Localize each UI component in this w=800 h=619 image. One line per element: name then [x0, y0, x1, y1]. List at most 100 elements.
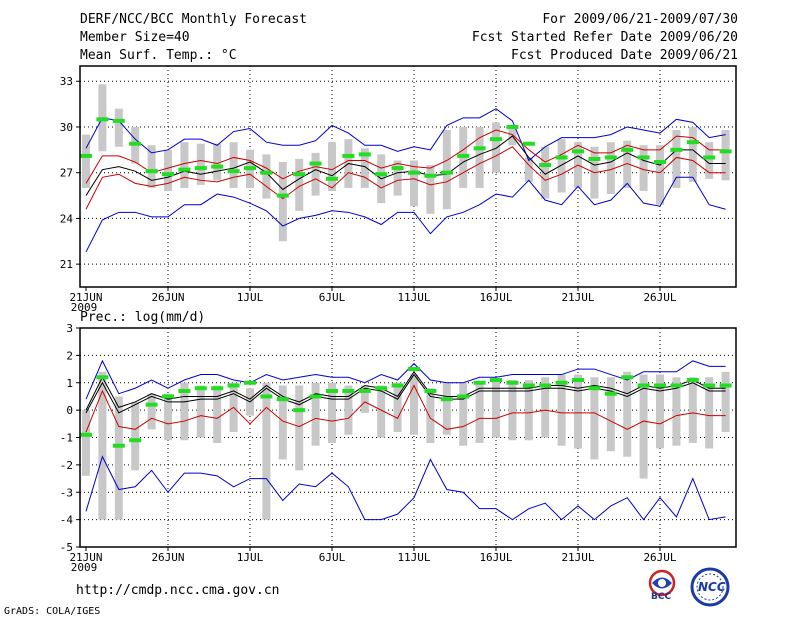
median-bar — [506, 124, 519, 129]
ensemble-box — [672, 377, 681, 446]
median-bar — [244, 166, 256, 171]
ensemble-box — [393, 160, 402, 196]
bcc-logo-text: BCC — [651, 592, 672, 602]
ensemble-box — [262, 382, 271, 520]
ensemble-box — [180, 142, 189, 188]
ensemble-box — [475, 382, 484, 443]
ensemble-box — [524, 157, 533, 182]
median-bar — [276, 397, 289, 402]
median-bar — [555, 155, 568, 160]
median-bar — [703, 383, 716, 388]
ensemble-box — [229, 142, 238, 188]
plot-frame — [79, 327, 737, 548]
ensemble-box — [328, 382, 336, 443]
ensemble-box — [82, 410, 90, 476]
median-bar — [473, 146, 486, 151]
ensemble-box — [213, 143, 222, 181]
median-bar — [604, 155, 617, 160]
median-bar — [719, 149, 732, 154]
median-bar — [80, 153, 92, 158]
median-bar — [276, 193, 289, 198]
ensemble-box — [656, 374, 664, 449]
x-tick-label: 6JUL — [319, 551, 346, 564]
grads-credit: GrADS: COLA/IGES — [4, 606, 101, 617]
ensemble-box — [262, 154, 271, 199]
ensemble-box — [295, 158, 304, 211]
median-bar — [490, 378, 502, 383]
median-bar — [408, 367, 420, 372]
median-bar — [211, 164, 224, 169]
median-bar — [162, 172, 174, 177]
median-bar — [293, 172, 306, 177]
x-tick-label: 16JUL — [479, 291, 512, 304]
median-bar — [572, 149, 584, 154]
x-tick-year: 2009 — [71, 301, 98, 314]
ensemble-box — [442, 382, 451, 435]
median-bar — [522, 383, 535, 388]
ensemble-box — [278, 162, 287, 242]
median-bar — [178, 388, 191, 393]
ensemble-box — [541, 377, 550, 438]
ensemble-box — [475, 126, 484, 188]
x-tick-label: 26JUN — [151, 551, 184, 564]
median-bar — [194, 386, 207, 391]
median-bar — [670, 383, 683, 388]
source-url[interactable]: http://cmdp.ncc.cma.gov.cn — [76, 583, 280, 598]
y-tick-label: 2 — [66, 349, 73, 362]
ensemble-box — [114, 108, 123, 147]
produced-date: Fcst Produced Date 2009/06/21 — [511, 48, 738, 63]
y-tick-label: -3 — [60, 486, 73, 499]
median-bar — [490, 137, 502, 142]
median-bar — [703, 155, 716, 160]
median-bar — [539, 383, 552, 388]
series-max-line — [85, 108, 726, 162]
median-bar — [539, 163, 552, 168]
series-lower-line — [85, 146, 726, 210]
median-bar — [227, 383, 240, 388]
ensemble-box — [590, 377, 599, 460]
plot-frame — [79, 65, 737, 288]
y-tick-label: -2 — [60, 459, 73, 472]
ensemble-box — [639, 374, 648, 479]
ensemble-box — [114, 396, 123, 520]
ensemble-box — [606, 377, 615, 452]
ensemble-box — [442, 130, 451, 210]
median-bar — [391, 166, 404, 171]
y-tick-label: -4 — [60, 514, 74, 527]
ensemble-box — [295, 385, 304, 471]
median-bar — [358, 388, 371, 393]
median-bar — [637, 383, 650, 388]
median-bar — [424, 173, 437, 178]
median-bar — [260, 394, 273, 399]
ensemble-box — [541, 146, 550, 199]
ensemble-box — [656, 145, 664, 205]
median-bar — [604, 391, 617, 396]
median-bar — [244, 380, 256, 385]
median-bar — [342, 153, 355, 158]
x-tick-label: 21JUL — [561, 291, 594, 304]
chart-title: DERF/NCC/BCC Monthly Forecast — [80, 12, 307, 27]
series-upper-line — [85, 370, 726, 411]
ensemble-box — [508, 380, 517, 441]
ensemble-box — [377, 385, 386, 438]
median-bar — [293, 408, 306, 413]
series-mean-line — [85, 135, 726, 196]
median-bar — [588, 386, 601, 391]
median-bar — [572, 378, 584, 383]
ncc-logo-icon — [690, 567, 730, 607]
ensemble-box — [164, 393, 172, 441]
ensemble-box — [524, 380, 533, 441]
median-bar — [391, 383, 404, 388]
x-tick-label: 1JUL — [237, 291, 264, 304]
started-date: Fcst Started Refer Date 2009/06/20 — [471, 30, 738, 45]
ensemble-box — [278, 385, 287, 460]
y-tick-label: 30 — [60, 121, 73, 134]
ensemble-box — [131, 401, 140, 471]
median-bar — [408, 170, 420, 175]
median-bar — [129, 438, 142, 443]
ensemble-box — [639, 145, 648, 191]
x-tick-label: 16JUL — [479, 551, 512, 564]
ensemble-box — [688, 126, 697, 182]
y-tick-label: 21 — [60, 258, 73, 271]
